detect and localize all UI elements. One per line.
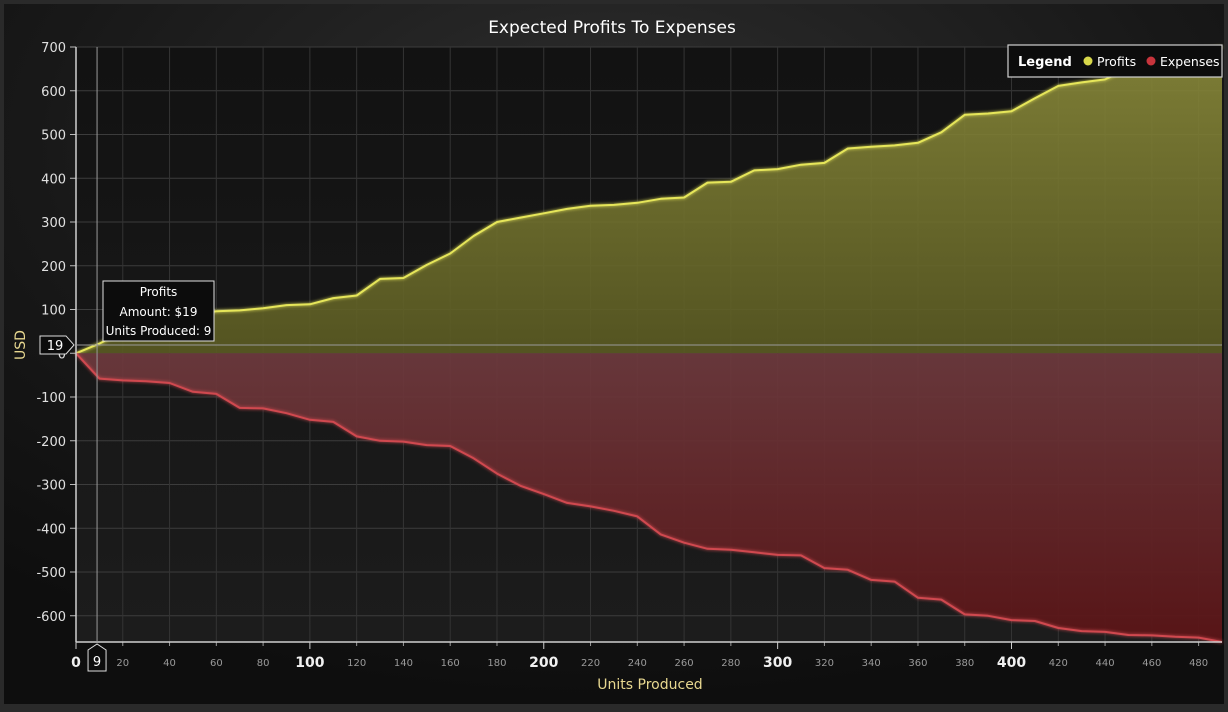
tooltip-title: Profits (140, 285, 178, 299)
x-minor-tick-label: 320 (815, 658, 834, 669)
x-axis-label: Units Produced (597, 677, 702, 693)
x-minor-tick-label: 460 (1142, 658, 1161, 669)
series-layer (75, 46, 1223, 643)
x-minor-tick-label: 420 (1049, 658, 1068, 669)
x-crosshair-marker (87, 643, 107, 672)
x-major-tick-label: 200 (529, 655, 558, 671)
legend-title: Legend (1018, 55, 1072, 70)
x-minor-tick-label: 360 (908, 658, 927, 669)
x-minor-tick-label: 340 (862, 658, 881, 669)
y-tick-label: 500 (41, 129, 66, 144)
y-tick-label: 100 (41, 304, 66, 319)
legend-box (1007, 44, 1223, 78)
x-minor-tick-label: 440 (1096, 658, 1115, 669)
x-minor-tick-label: 60 (210, 658, 223, 669)
x-crosshair-marker-label: 9 (93, 655, 101, 670)
y-tick-label: -200 (36, 435, 66, 450)
y-tick-label: 300 (41, 216, 66, 231)
x-minor-tick-label: 220 (581, 658, 600, 669)
legend-expenses-label[interactable]: Expenses (1160, 54, 1220, 69)
legend-profits-marker (1083, 56, 1093, 66)
y-tick-label: -400 (36, 522, 66, 537)
tooltip-units: Units Produced: 9 (106, 324, 212, 338)
y-tick-label: -500 (36, 566, 66, 581)
y-tick-label: -300 (36, 479, 66, 494)
tooltip-box (102, 280, 215, 342)
x-minor-tick-label: 260 (675, 658, 694, 669)
y-axis-label: USD (13, 330, 29, 360)
y-tick-label: 0 (58, 347, 66, 362)
legend-expenses-marker (1146, 56, 1156, 66)
x-minor-tick-label: 480 (1189, 658, 1208, 669)
series-line-expenses[interactable] (75, 352, 1223, 643)
x-minor-tick-label: 80 (257, 658, 270, 669)
y-tick-label: 400 (41, 172, 66, 187)
series-area-expenses (76, 353, 1222, 642)
legend-profits-label[interactable]: Profits (1097, 54, 1136, 69)
y-crosshair-marker-label: 19 (47, 339, 64, 354)
x-minor-tick-label: 240 (628, 658, 647, 669)
x-major-tick-label: 100 (295, 655, 324, 671)
x-minor-tick-label: 140 (394, 658, 413, 669)
y-tick-label: 600 (41, 85, 66, 100)
series-line-profits[interactable] (75, 46, 1223, 355)
axes: -600-500-400-300-200-1000100200300400500… (36, 41, 1222, 671)
x-minor-tick-label: 280 (721, 658, 740, 669)
y-tick-label: -100 (36, 391, 66, 406)
x-major-tick-label: 300 (763, 655, 792, 671)
y-tick-label: -600 (36, 610, 66, 625)
x-major-tick-label: 0 (71, 655, 81, 671)
x-minor-tick-label: 20 (116, 658, 129, 669)
tooltip: 19 9 Profits Amount: $19 Units Produced: 9 (39, 47, 1222, 672)
tooltip-amount: Amount: $19 (120, 305, 198, 319)
y-tick-label: 200 (41, 260, 66, 275)
x-major-tick-label: 400 (997, 655, 1026, 671)
series-area-profits (76, 47, 1222, 354)
legend: Legend Profits Expenses (1007, 44, 1223, 78)
y-tick-label: 700 (41, 41, 66, 56)
x-minor-tick-label: 120 (347, 658, 366, 669)
x-minor-tick-label: 160 (441, 658, 460, 669)
x-minor-tick-label: 380 (955, 658, 974, 669)
chart-title: Expected Profits To Expenses (488, 18, 736, 38)
x-minor-tick-label: 40 (163, 658, 176, 669)
y-crosshair-marker (39, 335, 75, 355)
x-minor-tick-label: 180 (487, 658, 506, 669)
